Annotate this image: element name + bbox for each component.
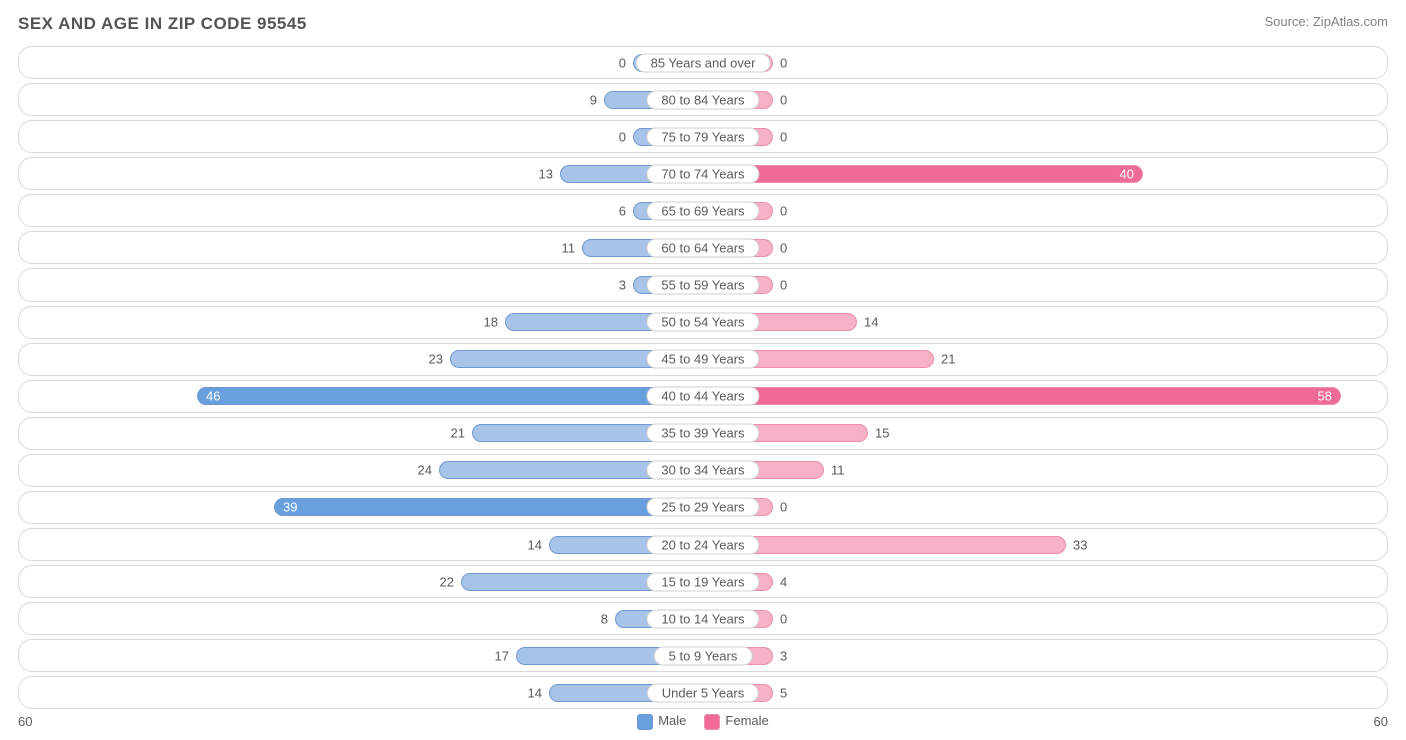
female-bar: 58: [703, 387, 1341, 405]
male-value: 13: [539, 166, 561, 181]
chart-row: 11 0 60 to 64 Years: [18, 231, 1388, 264]
female-value: 21: [933, 352, 955, 367]
age-range-label: 10 to 14 Years: [646, 609, 759, 628]
chart-row: 9 0 80 to 84 Years: [18, 83, 1388, 116]
male-value: 3: [619, 278, 634, 293]
female-value: 0: [772, 92, 787, 107]
female-value: 11: [823, 463, 845, 478]
male-value: 6: [619, 203, 634, 218]
chart-row: 39 0 25 to 29 Years: [18, 491, 1388, 524]
male-value: 14: [528, 685, 550, 700]
female-value: 0: [772, 240, 787, 255]
female-value: 40: [1120, 166, 1134, 181]
axis-right-max: 60: [1374, 714, 1388, 729]
male-value: 9: [590, 92, 605, 107]
chart-row: 0 0 75 to 79 Years: [18, 120, 1388, 153]
male-value: 14: [528, 537, 550, 552]
chart-row: 18 14 50 to 54 Years: [18, 306, 1388, 339]
male-value: 0: [619, 129, 634, 144]
age-range-label: 50 to 54 Years: [646, 313, 759, 332]
age-range-label: 65 to 69 Years: [646, 201, 759, 220]
chart-row: 46 58 40 to 44 Years: [18, 380, 1388, 413]
chart-row: 13 40 70 to 74 Years: [18, 157, 1388, 190]
legend-male: Male: [637, 713, 686, 730]
legend: Male Female: [637, 713, 769, 730]
chart-row: 21 15 35 to 39 Years: [18, 417, 1388, 450]
male-bar: 39: [274, 498, 703, 516]
female-value: 0: [772, 203, 787, 218]
age-range-label: 15 to 19 Years: [646, 572, 759, 591]
chart-row: 8 0 10 to 14 Years: [18, 602, 1388, 635]
legend-female: Female: [704, 713, 768, 730]
source-attribution: Source: ZipAtlas.com: [1264, 14, 1388, 29]
male-swatch-icon: [637, 714, 653, 730]
female-value: 33: [1065, 537, 1087, 552]
female-value: 0: [772, 611, 787, 626]
legend-male-label: Male: [658, 713, 686, 728]
chart-row: 22 4 15 to 19 Years: [18, 565, 1388, 598]
chart-row: 23 21 45 to 49 Years: [18, 343, 1388, 376]
population-pyramid-chart: 0085 Years and over9080 to 84 Years0075 …: [18, 46, 1388, 709]
axis-left-max: 60: [18, 714, 32, 729]
age-range-label: 35 to 39 Years: [646, 424, 759, 443]
age-range-label: 30 to 34 Years: [646, 461, 759, 480]
age-range-label: 40 to 44 Years: [646, 387, 759, 406]
chart-row: 3 0 55 to 59 Years: [18, 268, 1388, 301]
chart-row: 24 11 30 to 34 Years: [18, 454, 1388, 487]
age-range-label: 55 to 59 Years: [646, 276, 759, 295]
age-range-label: 75 to 79 Years: [646, 127, 759, 146]
chart-row: 14 33 20 to 24 Years: [18, 528, 1388, 561]
male-value: 0: [619, 55, 634, 70]
male-value: 46: [206, 389, 220, 404]
female-value: 14: [856, 315, 878, 330]
male-value: 11: [562, 240, 584, 255]
chart-row: 17 3 5 to 9 Years: [18, 639, 1388, 672]
age-range-label: 45 to 49 Years: [646, 350, 759, 369]
age-range-label: 60 to 64 Years: [646, 238, 759, 257]
age-range-label: 70 to 74 Years: [646, 164, 759, 183]
male-value: 21: [451, 426, 473, 441]
age-range-label: 25 to 29 Years: [646, 498, 759, 517]
female-value: 4: [772, 574, 787, 589]
female-value: 0: [772, 129, 787, 144]
female-value: 5: [772, 685, 787, 700]
female-value: 0: [772, 55, 787, 70]
male-value: 22: [440, 574, 462, 589]
age-range-label: 5 to 9 Years: [654, 646, 753, 665]
male-value: 18: [484, 315, 506, 330]
female-value: 0: [772, 278, 787, 293]
age-range-label: 80 to 84 Years: [646, 90, 759, 109]
male-bar: 46: [197, 387, 703, 405]
chart-row: 0 085 Years and over: [18, 46, 1388, 79]
female-value: 15: [867, 426, 889, 441]
female-value: 58: [1318, 389, 1332, 404]
female-value: 0: [772, 500, 787, 515]
legend-female-label: Female: [725, 713, 768, 728]
age-range-label: 20 to 24 Years: [646, 535, 759, 554]
male-value: 24: [418, 463, 440, 478]
age-range-label: Under 5 Years: [647, 683, 759, 702]
chart-row: 6 0 65 to 69 Years: [18, 194, 1388, 227]
chart-row: 14 5 Under 5 Years: [18, 676, 1388, 709]
male-value: 23: [429, 352, 451, 367]
female-bar: 40: [703, 165, 1143, 183]
chart-title: SEX AND AGE IN ZIP CODE 95545: [18, 14, 307, 34]
female-swatch-icon: [704, 714, 720, 730]
male-value: 39: [283, 500, 297, 515]
age-range-label: 85 Years and over: [636, 53, 771, 72]
female-value: 3: [772, 648, 787, 663]
male-value: 17: [495, 648, 517, 663]
male-value: 8: [601, 611, 616, 626]
